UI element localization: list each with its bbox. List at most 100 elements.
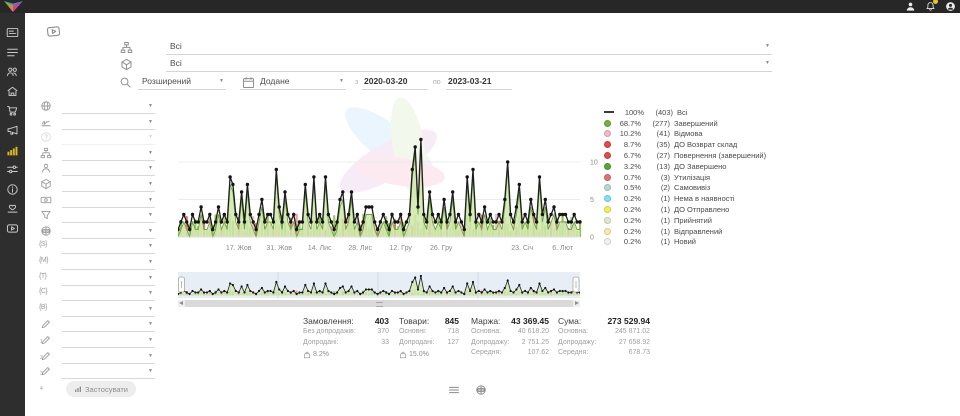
custom-c-filter-select[interactable]: ▼ [62,287,155,302]
website-filter-select[interactable]: ▼ [62,225,155,239]
search-mode-select[interactable]: Розширений ▼ [138,75,226,90]
date-from-input[interactable]: 2020-03-20 [362,75,428,90]
custom-s-filter-select[interactable]: ▼ [62,240,155,255]
sidebar-item-info-icon[interactable] [6,183,19,196]
stat-sub-label: Основна: [558,328,589,335]
custom-1-filter-icon: 1 [40,318,52,345]
legend-item[interactable]: 0.2% (1) ДО Отправлено [604,204,786,215]
website-filter-row: ▼ [40,225,155,239]
legend-item[interactable]: 0.2% (1) Нема в наявності [604,193,786,204]
list-view-icon[interactable] [448,384,460,396]
globe-view-icon[interactable] [475,384,487,396]
legend-item[interactable]: 8.7% (35) ДО Возврат склад [604,139,786,150]
scroll-right-icon[interactable] [575,301,579,305]
sidebar-item-marketing-icon[interactable] [6,124,19,137]
sidebar-item-settings-icon[interactable] [6,163,19,176]
bell-icon[interactable] [925,0,938,12]
department-filter-select[interactable]: ▼ [62,147,155,161]
legend-item[interactable]: 3.2% (13) ДО Завершено [604,161,786,172]
products-select[interactable]: Всі ▼ [166,57,772,72]
legend-item[interactable]: 0.2% (1) Новий [604,237,786,248]
legend-dot-swatch [604,216,611,224]
custom-1-filter-row: 1 ▼ [40,318,155,345]
sidebar-item-orders-icon[interactable] [6,46,19,59]
legend-label: Самовивіз [674,183,711,193]
legend-percent: 10.2% [619,129,641,139]
chevron-down-icon: ▼ [148,321,153,328]
sidebar-item-customers-icon[interactable] [6,65,19,78]
legend-label: ДО Возврат склад [674,140,738,150]
chevron-down-icon: ▼ [148,337,153,343]
legend-label: Всі [677,107,688,117]
legend-item[interactable]: 10.2% (41) Відмова [604,129,786,140]
globe-filter-select[interactable]: ▼ [62,100,155,114]
custom-c-filter-icon: {C} [39,288,48,296]
stat-sub-row: Середня: 678.73 [558,349,650,360]
custom-c-filter-row: {C} ▼ [39,287,155,302]
legend-item[interactable]: 0.2% (1) Прийнятий [604,215,786,226]
sidebar-item-dashboard-icon[interactable] [6,26,19,39]
sidebar-item-support-icon[interactable] [6,202,19,215]
sidebar-item-analytics-icon[interactable] [6,144,19,157]
product-filter-select[interactable]: ▼ [62,178,155,192]
legend-item[interactable]: 0.2% (1) Відправлений [604,226,786,237]
user-icon[interactable] [905,1,916,12]
stat-sub-value: 127 [447,338,459,346]
stat-sub-label: Без допродажів: [303,328,356,335]
legend-item[interactable]: 0.5% (2) Самовивіз [604,183,786,194]
custom-m-filter-select[interactable]: ▼ [62,256,155,270]
stat-column: Маржа: 43 369.45 Основна: 40 618.20 Допродаж… [471,316,549,360]
chart-navigator[interactable] [178,272,580,298]
custom-s-filter-row: {S} ▼ [39,240,155,255]
app-logo[interactable] [3,0,25,13]
date-from-label: з [355,79,359,86]
sidebar-item-cart-icon[interactable] [6,104,19,117]
apply-filters-button[interactable]: Застосувати [66,381,136,397]
legend-count: (27) [656,151,670,161]
date-to-input[interactable]: 2023-03-21 [446,75,512,90]
payment-filter-select[interactable]: ▼ [62,194,155,208]
video-help-icon[interactable] [44,24,63,39]
custom-2-filter-row: 2 ▼ [40,334,155,361]
signature-filter-select[interactable]: ▼ [62,116,155,130]
custom-1-filter-select[interactable]: ▼ [62,318,155,333]
help-filter-row: ▼ [40,131,155,146]
legend-label: Новий [674,237,696,247]
help-filter-select[interactable]: ▼ [62,131,155,146]
manager-filter-select[interactable]: ▼ [62,162,155,177]
custom-4-filter-select[interactable]: ▼ [62,365,155,380]
stat-sub-label: Допродажу: [471,338,510,346]
scroll-left-icon[interactable] [179,301,183,305]
legend-item[interactable]: 0.7% (3) Утилізація [604,172,786,183]
legend-count: (13) [656,161,670,171]
funnel-filter-select[interactable]: ▼ [62,209,155,224]
funnel-filter-row: ▼ [40,209,155,224]
stat-badge-row: 8.2% [303,349,389,360]
custom-t-filter-select[interactable]: ▼ [62,272,155,286]
sidebar-item-store-icon[interactable] [6,85,19,98]
department-filter-icon [40,147,52,159]
custom-3-filter-select[interactable]: ▼ [62,350,155,364]
date-field-select[interactable]: Додане ▼ [240,75,346,90]
custom-2-filter-select[interactable]: ▼ [62,334,155,348]
funnel-filter-icon [40,209,52,221]
legend-label: ДО Завершено [674,161,727,171]
legend-percent: 100% [624,107,644,117]
legend-item[interactable]: 68.7% (277) Завершений [604,118,786,129]
avatar-icon[interactable] [945,1,956,12]
custom-b-filter-icon: {B} [39,303,47,311]
orders-chart[interactable]: 0 5 10 17. Жов 31. Жов 14. Лис 28. Лис 12. Гру 2… [178,98,603,258]
legend-item[interactable]: 6.7% (27) Повернення (завершений) [604,150,786,161]
legend-item[interactable]: 100% (403) Всі [604,107,786,118]
stat-sub-value: 370 [377,328,389,335]
navigator-scrollbar[interactable] [178,300,580,307]
custom-b-filter-select[interactable]: ▼ [62,303,155,317]
statuses-select[interactable]: Всі ▼ [166,40,772,55]
products-select-value: Всі [170,58,182,68]
chevron-down-icon: ▼ [765,43,770,49]
scrollbar-grip-icon [376,302,383,307]
stat-sub-label: Допродажу: [558,338,597,346]
product-filter-row: ▼ [40,178,155,192]
scrollbar-thumb[interactable] [185,300,573,307]
sidebar-item-video-tutorials-icon[interactable] [6,222,19,235]
